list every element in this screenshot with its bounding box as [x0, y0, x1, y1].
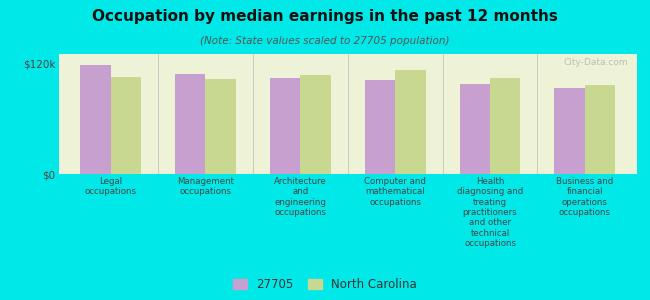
Bar [300, 75, 331, 174]
Bar [175, 74, 205, 174]
Legend: 27705, North Carolina: 27705, North Carolina [233, 278, 417, 291]
Bar [395, 70, 426, 174]
Bar [585, 85, 615, 174]
Bar [460, 83, 490, 174]
Text: (Note: State values scaled to 27705 population): (Note: State values scaled to 27705 popu… [200, 36, 450, 46]
Bar [270, 78, 300, 174]
Bar [111, 77, 141, 174]
Bar [365, 80, 395, 174]
Bar [554, 88, 585, 174]
Text: Occupation by median earnings in the past 12 months: Occupation by median earnings in the pas… [92, 9, 558, 24]
Text: City-Data.com: City-Data.com [564, 58, 629, 67]
Bar [490, 78, 521, 174]
Bar [81, 65, 110, 174]
Bar [205, 79, 236, 174]
